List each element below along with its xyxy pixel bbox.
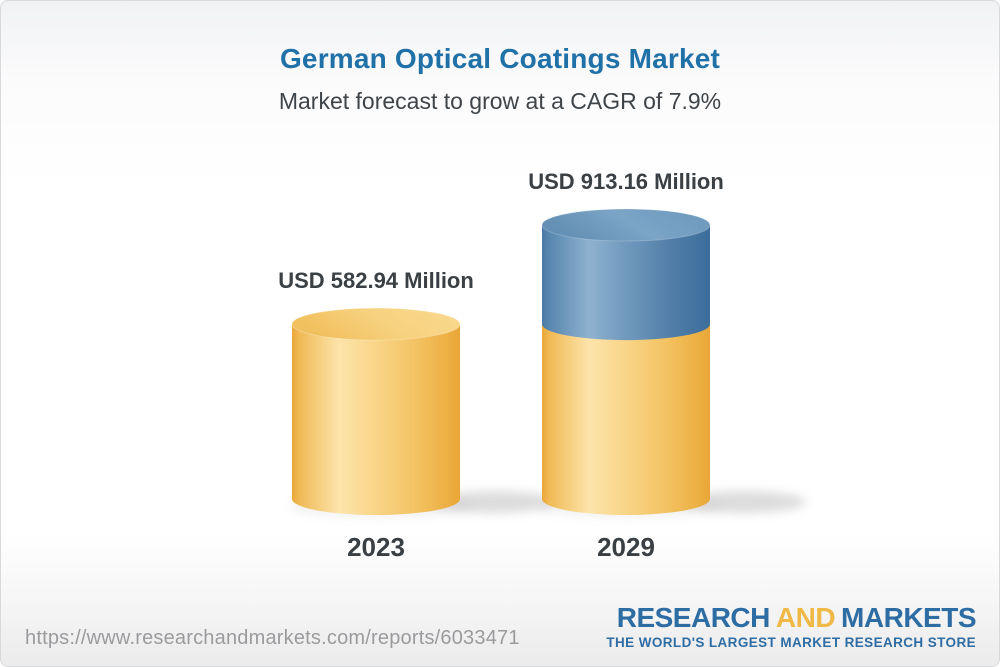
bar-2029-growth-segment <box>542 225 710 341</box>
chart-subtitle: Market forecast to grow at a CAGR of 7.9… <box>278 88 722 114</box>
bar-2023-body <box>292 324 460 515</box>
bar-cast-shadow <box>432 491 556 513</box>
source-url: https://www.researchandmarkets.com/repor… <box>25 627 520 649</box>
chart-title: German Optical Coatings Market <box>279 43 721 74</box>
logo-word-and: AND <box>775 602 836 633</box>
bar-2029-base-segment <box>542 324 710 515</box>
category-label-2029: 2029 <box>597 532 655 562</box>
logo-word-markets: MARKETS <box>841 602 976 633</box>
research-and-markets-logo: RESEARCH AND MARKETS THE WORLD'S LARGEST M… <box>606 604 976 650</box>
logo-tagline: THE WORLD'S LARGEST MARKET RESEARCH STOR… <box>606 635 976 650</box>
bar-2023-top <box>291 307 461 341</box>
bar-2029-top <box>541 208 711 242</box>
category-label-2023: 2023 <box>347 532 405 562</box>
logo-wordmark: RESEARCH AND MARKETS <box>606 602 977 633</box>
logo-word-research: RESEARCH <box>616 602 771 633</box>
value-label-2023: USD 582.94 Million <box>278 268 474 294</box>
value-label-2029: USD 913.16 Million <box>528 169 724 195</box>
bar-cast-shadow <box>682 491 806 513</box>
